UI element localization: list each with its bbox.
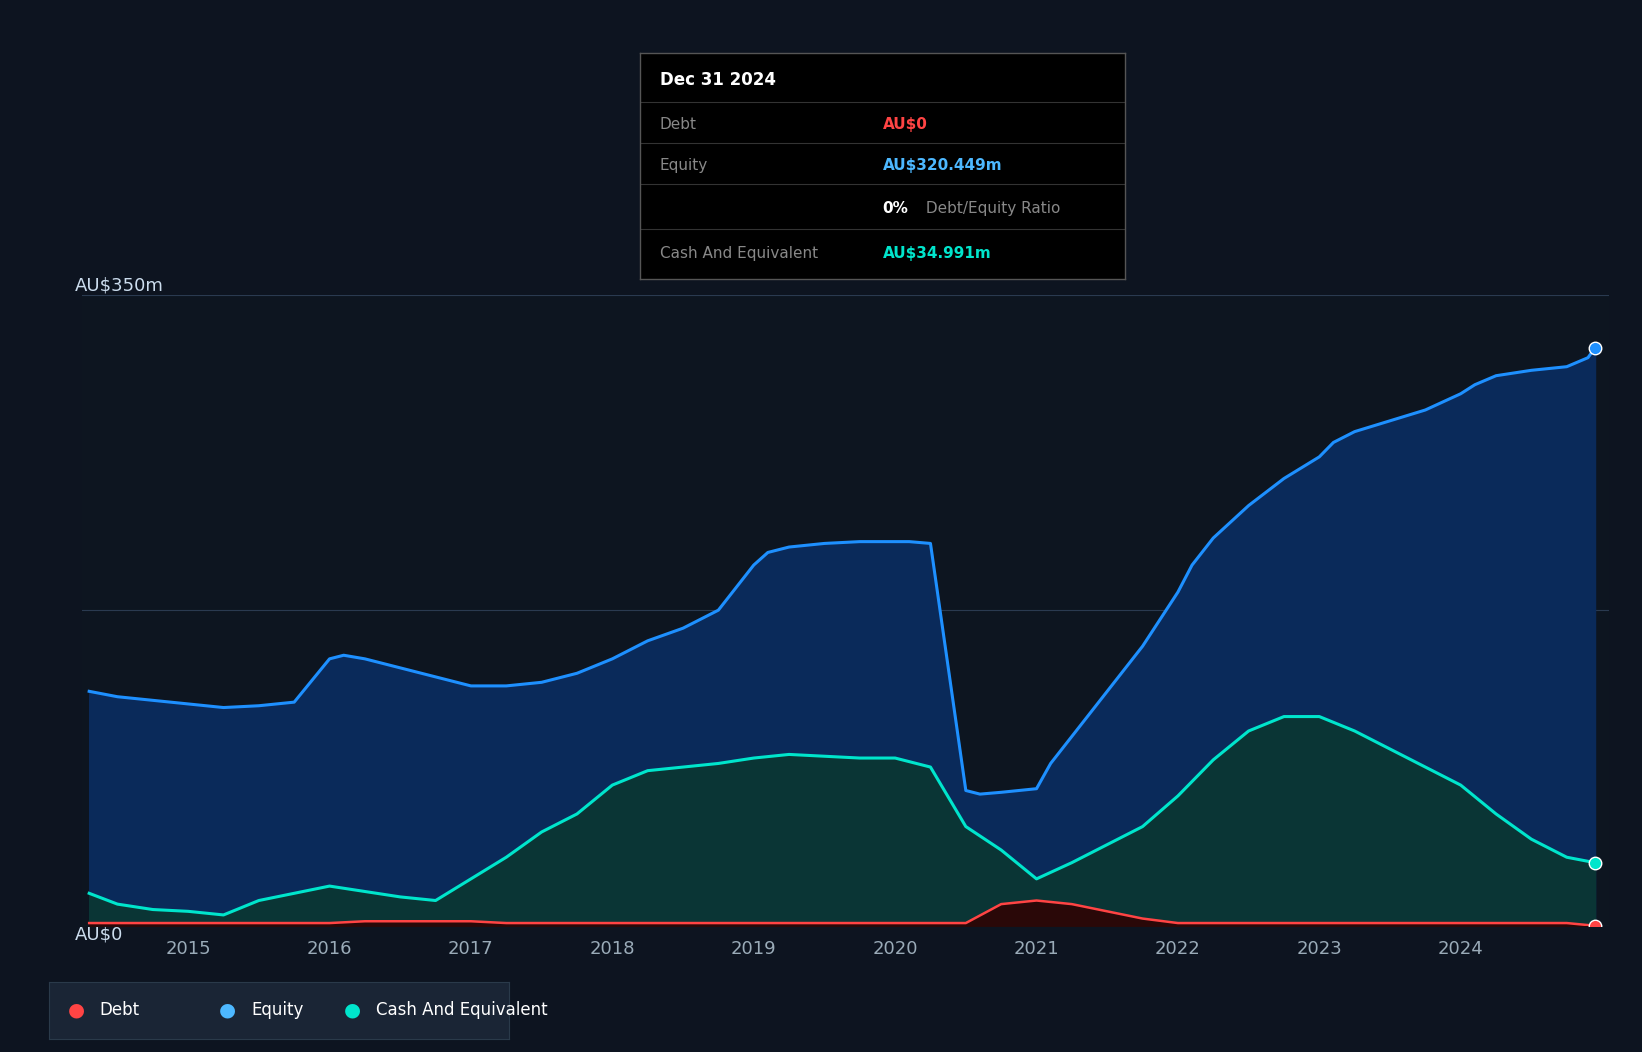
Text: Equity: Equity: [251, 1002, 304, 1019]
Text: AU$34.991m: AU$34.991m: [883, 246, 992, 261]
Text: ●: ●: [220, 1000, 236, 1020]
Text: Cash And Equivalent: Cash And Equivalent: [376, 1002, 547, 1019]
Text: Cash And Equivalent: Cash And Equivalent: [660, 246, 818, 261]
Text: AU$320.449m: AU$320.449m: [883, 158, 1002, 174]
Text: Debt/Equity Ratio: Debt/Equity Ratio: [921, 201, 1061, 216]
Text: ●: ●: [67, 1000, 85, 1020]
Text: Dec 31 2024: Dec 31 2024: [660, 70, 775, 88]
Text: AU$350m: AU$350m: [74, 277, 163, 295]
Text: AU$0: AU$0: [883, 118, 928, 133]
Text: Debt: Debt: [100, 1002, 140, 1019]
Text: 0%: 0%: [883, 201, 908, 216]
Text: Debt: Debt: [660, 118, 696, 133]
Text: Equity: Equity: [660, 158, 708, 174]
Text: AU$0: AU$0: [74, 926, 123, 944]
Text: ●: ●: [343, 1000, 361, 1020]
